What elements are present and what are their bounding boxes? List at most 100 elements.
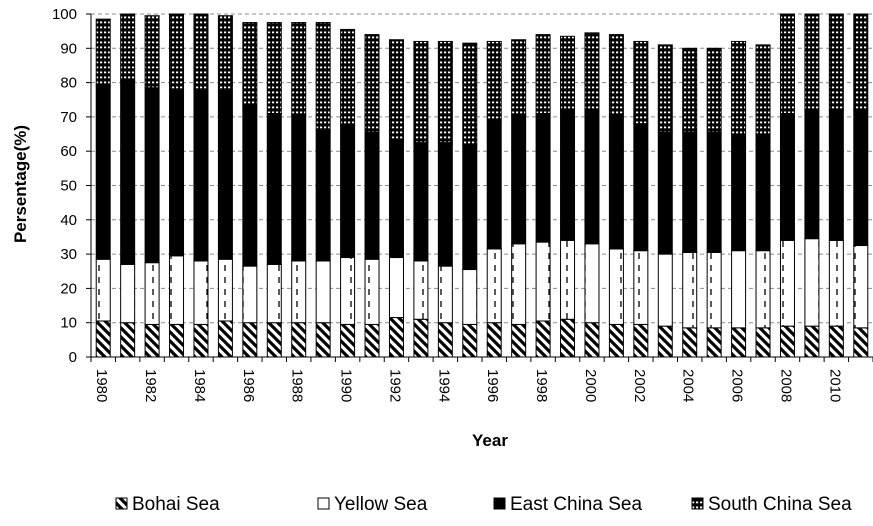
bar-bohai-sea: [340, 323, 356, 358]
y-tick-label: 50: [60, 178, 77, 195]
bar-yellow-sea: [291, 260, 307, 324]
bar-south-china-sea: [608, 34, 624, 118]
bar-bohai-sea: [584, 322, 600, 358]
legend-swatch: [115, 497, 128, 510]
bar-east-china-sea: [95, 85, 111, 260]
y-tick-labels: 0 10 20 30 40 50 60 70 80 90 100: [52, 6, 77, 366]
bar-east-china-sea: [682, 131, 698, 253]
bar-south-china-sea: [584, 32, 600, 113]
x-tick-label: 1990: [338, 369, 355, 402]
bar-south-china-sea: [413, 40, 429, 144]
bar-yellow-sea: [340, 257, 356, 325]
legend-label: South China Sea: [708, 494, 852, 515]
bar-yellow-sea: [682, 251, 698, 329]
bar-east-china-sea: [584, 111, 600, 245]
bar-bohai-sea: [364, 323, 380, 358]
bar-bohai-sea: [755, 327, 771, 358]
y-tick-label: 0: [69, 349, 77, 366]
bar-south-china-sea: [853, 13, 869, 111]
bar-bohai-sea: [828, 325, 844, 358]
bar-south-china-sea: [169, 13, 185, 92]
bar-yellow-sea: [853, 245, 869, 329]
bar-yellow-sea: [315, 260, 331, 324]
bar-bohai-sea: [315, 322, 331, 358]
bar-south-china-sea: [755, 44, 771, 135]
bar-bohai-sea: [291, 322, 307, 358]
bar-east-china-sea: [804, 109, 820, 240]
bar-east-china-sea: [633, 123, 649, 252]
bar-yellow-sea: [169, 255, 185, 325]
bar-east-china-sea: [315, 130, 331, 262]
x-tick-labels: 1980 1982 1984 1986 1988 1990 1992 1994 1996 1998…: [93, 369, 843, 402]
bar-bohai-sea: [511, 323, 527, 358]
bar-yellow-sea: [217, 258, 233, 322]
bar-bohai-sea: [535, 320, 551, 358]
bar-south-china-sea: [511, 39, 527, 116]
bar-bohai-sea: [657, 325, 673, 358]
bar-yellow-sea: [535, 241, 551, 322]
legend-label: East China Sea: [510, 494, 642, 515]
bar-bohai-sea: [144, 323, 160, 358]
y-tick-label: 20: [60, 280, 77, 297]
bar-yellow-sea: [266, 263, 282, 324]
legend-item: South China Sea: [691, 494, 852, 515]
bar-east-china-sea: [217, 90, 233, 260]
bar-yellow-sea: [364, 258, 380, 325]
bar-bohai-sea: [242, 322, 258, 358]
bar-south-china-sea: [388, 39, 404, 142]
bar-south-china-sea: [120, 13, 136, 82]
legend-label: Bohai Sea: [132, 494, 220, 515]
bar-yellow-sea: [828, 239, 844, 327]
bar-south-china-sea: [657, 44, 673, 133]
legend: Bohai Sea Yellow Sea East China Sea South C…: [115, 494, 852, 515]
bar-east-china-sea: [560, 111, 576, 241]
bar-south-china-sea: [193, 13, 209, 90]
bar-yellow-sea: [120, 263, 136, 324]
bar-bohai-sea: [731, 327, 747, 358]
bar-east-china-sea: [755, 133, 771, 252]
bar-yellow-sea: [144, 262, 160, 325]
x-tick-label: 2000: [582, 369, 599, 402]
bar-bohai-sea: [608, 323, 624, 358]
bar-east-china-sea: [608, 116, 624, 250]
x-tick-label: 1988: [289, 369, 306, 402]
bar-yellow-sea: [706, 251, 722, 329]
x-tick-label: 1982: [142, 369, 159, 402]
bar-south-china-sea: [486, 40, 502, 121]
bar-east-china-sea: [828, 109, 844, 241]
x-tick-label: 1998: [533, 369, 550, 402]
bar-east-china-sea: [364, 131, 380, 260]
bar-east-china-sea: [193, 88, 209, 262]
bar-east-china-sea: [437, 142, 453, 267]
bar-east-china-sea: [486, 119, 502, 250]
bar-bohai-sea: [706, 327, 722, 358]
bar-east-china-sea: [120, 80, 136, 265]
y-tick-label: 60: [60, 143, 77, 160]
bar-south-china-sea: [95, 18, 111, 87]
x-tick-label: 1984: [191, 369, 208, 402]
bar-south-china-sea: [364, 34, 380, 133]
bar-bohai-sea: [95, 320, 111, 358]
bar-south-china-sea: [560, 35, 576, 113]
bar-south-china-sea: [462, 42, 478, 145]
bar-east-china-sea: [731, 133, 747, 252]
y-tick-label: 90: [60, 40, 77, 57]
bar-bohai-sea: [779, 325, 795, 358]
bar-east-china-sea: [779, 112, 795, 241]
bar-south-china-sea: [633, 40, 649, 125]
bar-bohai-sea: [486, 322, 502, 358]
x-tick-label: 1992: [386, 369, 403, 402]
x-tick-label: 1994: [435, 369, 452, 402]
bar-east-china-sea: [657, 131, 673, 255]
bar-bohai-sea: [804, 325, 820, 358]
bar-east-china-sea: [266, 112, 282, 265]
bar-east-china-sea: [535, 112, 551, 243]
bar-south-china-sea: [535, 34, 551, 114]
bar-south-china-sea: [731, 40, 747, 135]
legend-item: East China Sea: [493, 494, 642, 515]
bar-bohai-sea: [853, 327, 869, 358]
bar-east-china-sea: [144, 87, 160, 264]
bar-yellow-sea: [462, 269, 478, 325]
legend-swatch: [317, 497, 330, 510]
